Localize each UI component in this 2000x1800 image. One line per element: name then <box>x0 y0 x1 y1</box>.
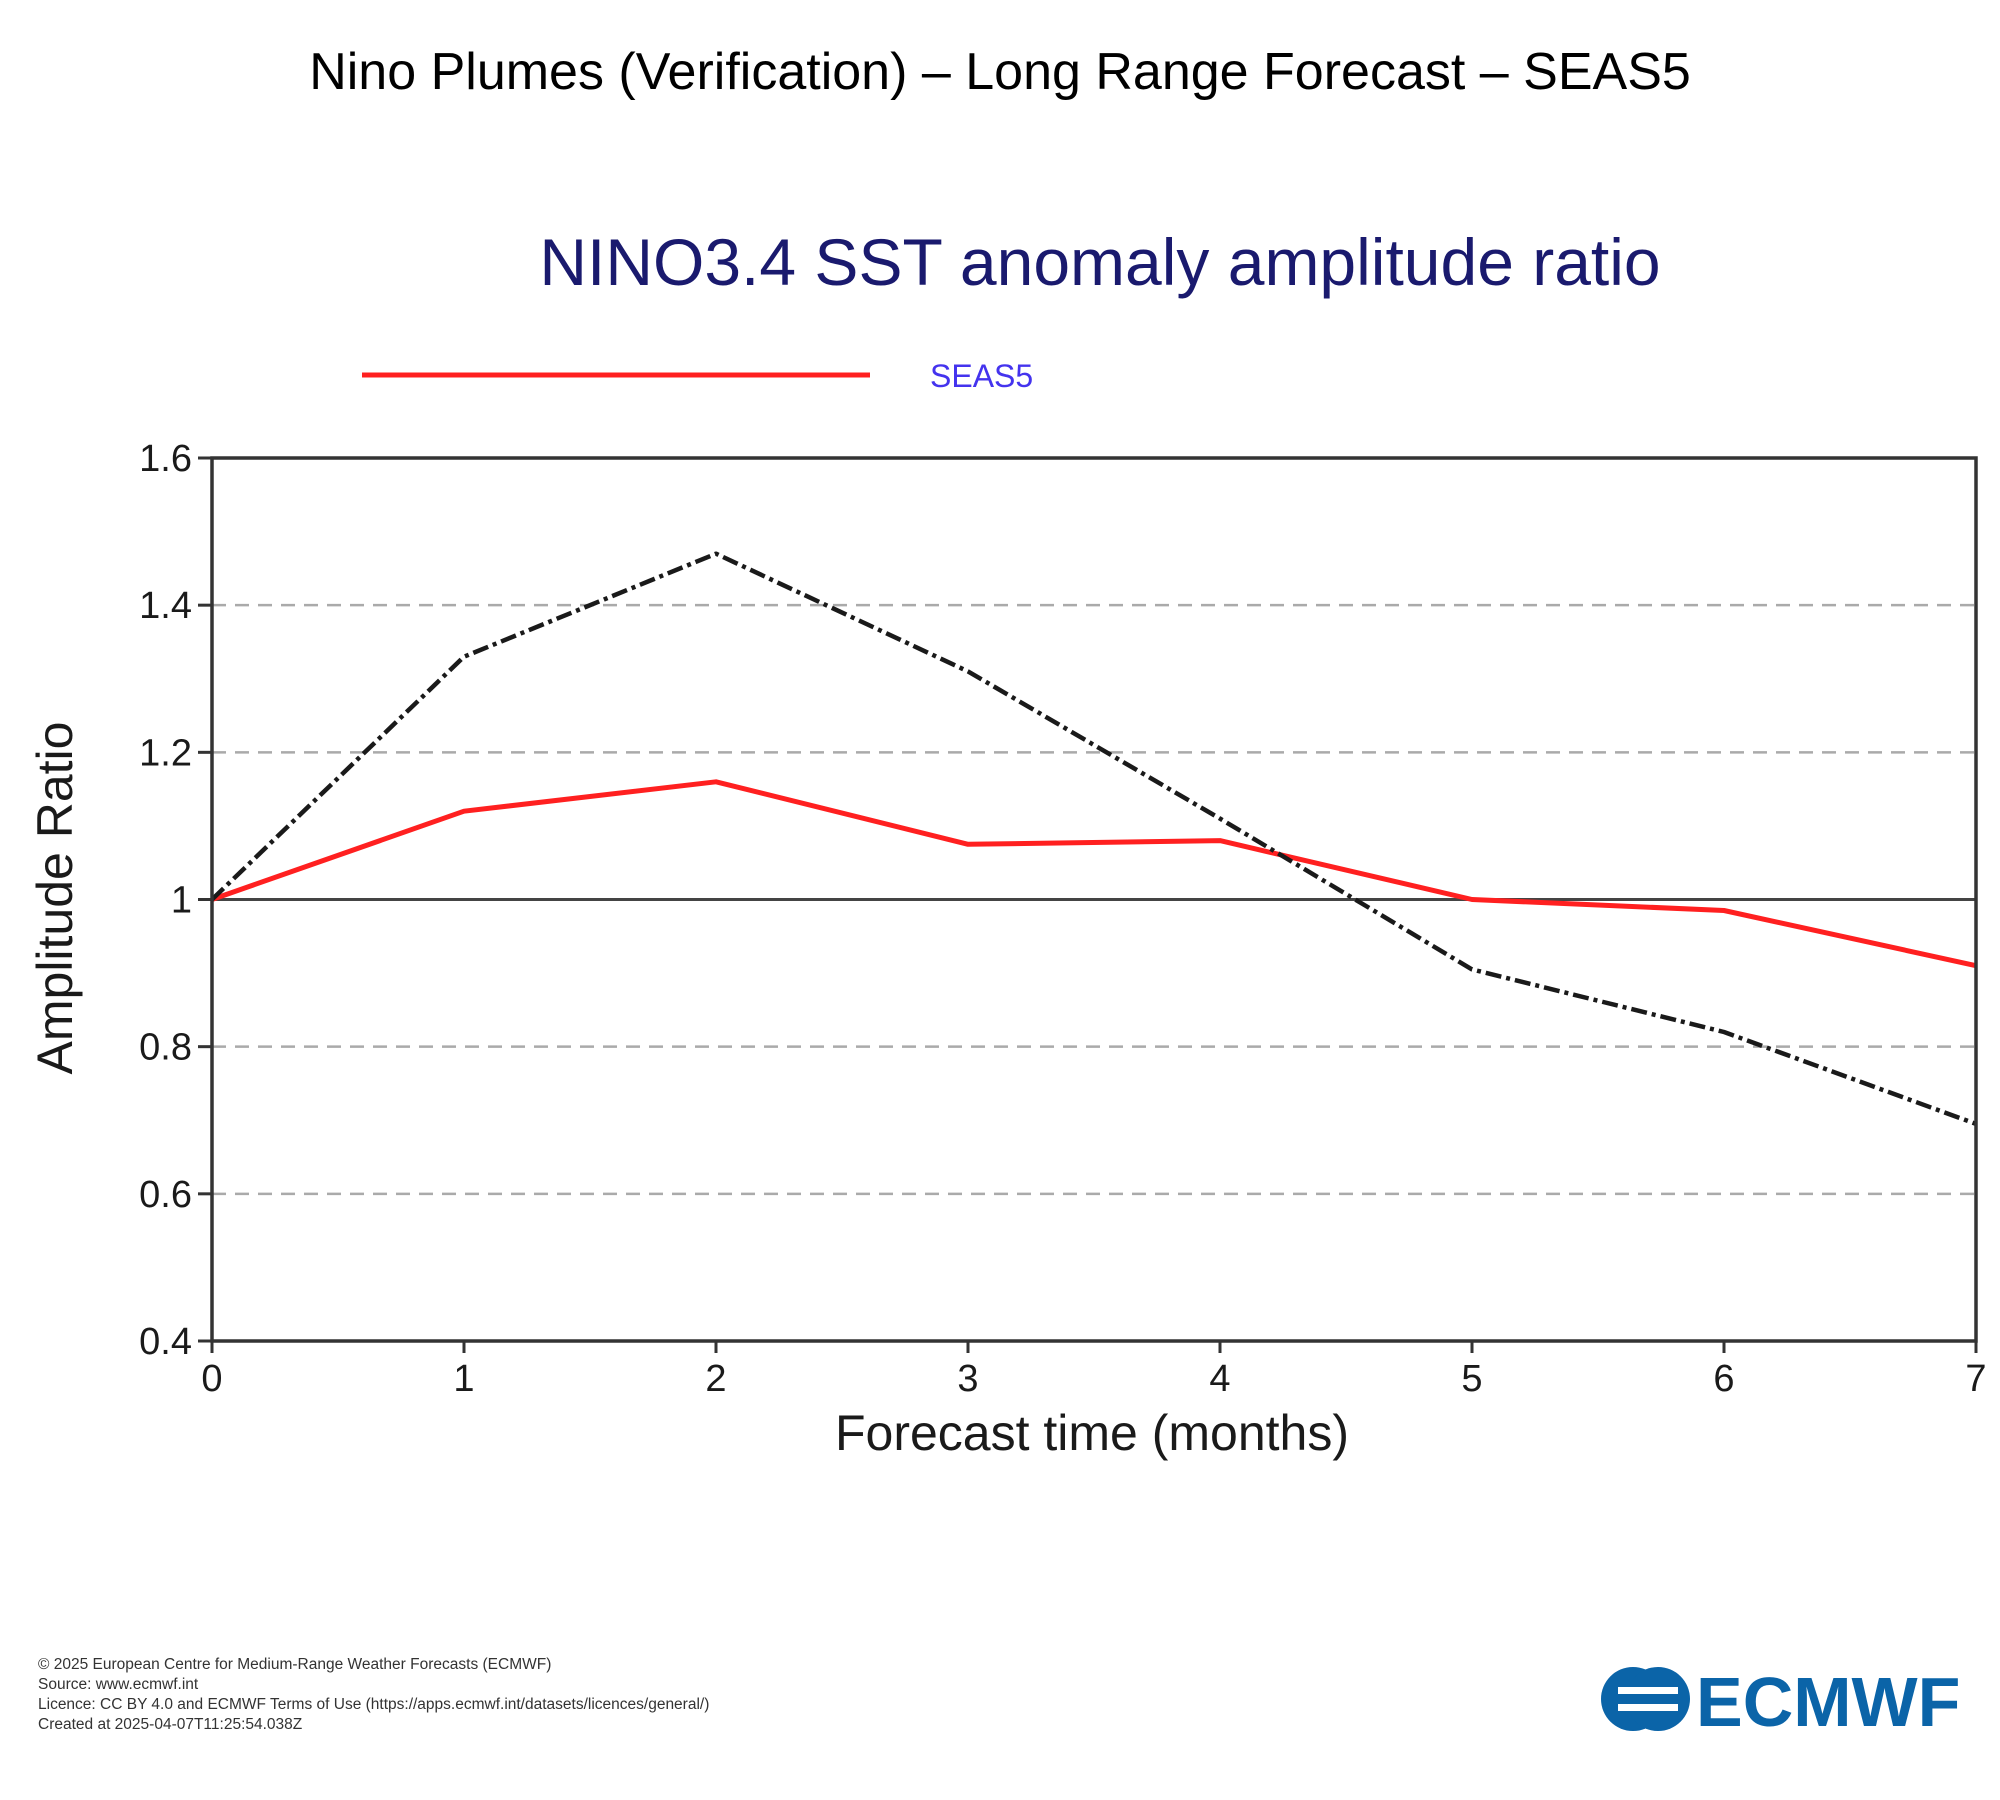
y-axis-title: Amplitude Ratio <box>27 722 83 1075</box>
ecmwf-emblem-icon <box>1601 1667 1690 1731</box>
x-tick-label: 6 <box>1713 1358 1734 1400</box>
y-tick-label: 1.6 <box>139 438 192 480</box>
page-title: Nino Plumes (Verification) – Long Range … <box>309 43 1691 101</box>
x-tick-labels: 0 1 2 3 4 5 6 7 <box>201 1358 1986 1400</box>
footer-credits: © 2025 European Centre for Medium-Range … <box>38 1655 709 1735</box>
series-lines <box>210 551 1977 1127</box>
series-line-seas5 <box>211 779 1977 969</box>
grid <box>212 603 1976 1196</box>
created-text: Created at 2025-04-07T11:25:54.038Z <box>38 1716 303 1733</box>
y-tick-label: 0.8 <box>139 1027 192 1069</box>
x-tick-label: 7 <box>1965 1358 1986 1400</box>
legend-label-seas5: SEAS5 <box>930 358 1033 394</box>
series-line-2 <box>210 551 1977 1127</box>
x-tick-label: 1 <box>453 1358 474 1400</box>
axes <box>198 456 1978 1353</box>
y-tick-label: 0.6 <box>139 1174 192 1216</box>
y-tick-label: 1.4 <box>139 585 192 627</box>
x-axis-title: Forecast time (months) <box>835 1405 1349 1461</box>
logo-text: ECMWF <box>1696 1664 1960 1734</box>
y-tick-label: 1.2 <box>139 732 192 774</box>
y-tick-label: 1 <box>171 880 192 922</box>
x-tick-label: 5 <box>1461 1358 1482 1400</box>
chart-title: NINO3.4 SST anomaly amplitude ratio <box>539 225 1660 299</box>
line-chart: NINO3.4 SST anomaly amplitude ratio SEAS… <box>27 225 1987 1461</box>
ecmwf-logo: ECMWF <box>1601 1664 1960 1734</box>
y-tick-labels: 0.4 0.6 0.8 1 1.2 1.4 1.6 <box>139 438 192 1363</box>
x-tick-label: 4 <box>1209 1358 1230 1400</box>
licence-text: Licence: CC BY 4.0 and ECMWF Terms of Us… <box>38 1696 710 1713</box>
x-tick-label: 2 <box>705 1358 726 1400</box>
x-tick-label: 0 <box>201 1358 222 1400</box>
legend: SEAS5 <box>362 358 1033 394</box>
source-text: Source: www.ecmwf.int <box>38 1676 199 1693</box>
x-tick-label: 3 <box>957 1358 978 1400</box>
copyright-text: © 2025 European Centre for Medium-Range … <box>38 1656 552 1673</box>
y-tick-label: 0.4 <box>139 1321 192 1363</box>
